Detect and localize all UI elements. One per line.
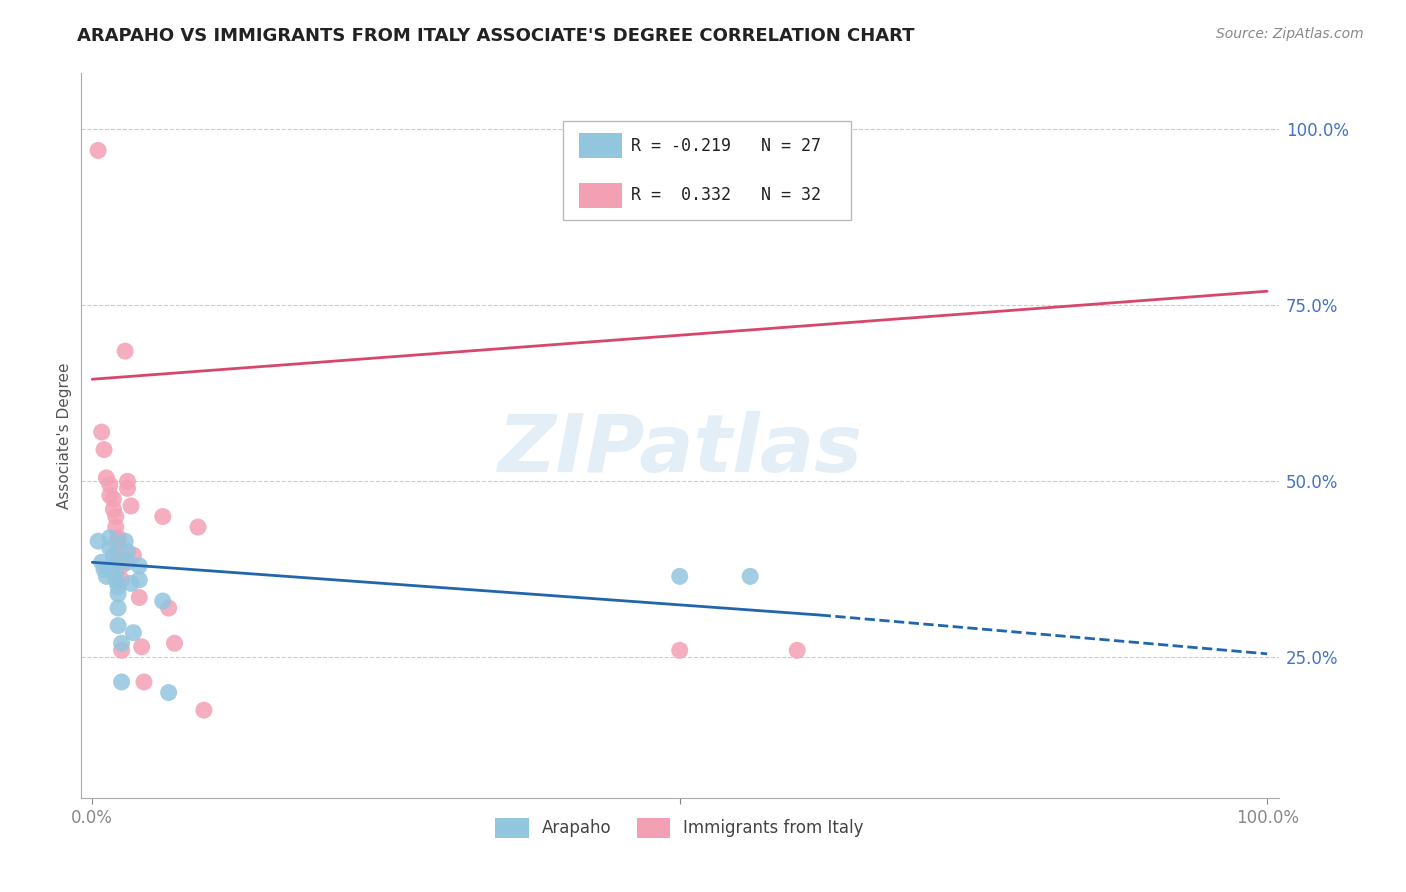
Point	[668, 643, 690, 657]
Point	[131, 640, 153, 654]
Point	[120, 576, 142, 591]
Point	[96, 569, 118, 583]
Point	[107, 551, 129, 566]
Point	[157, 685, 180, 699]
Point	[163, 636, 186, 650]
Point	[104, 509, 127, 524]
Legend: Arapaho, Immigrants from Italy: Arapaho, Immigrants from Italy	[489, 812, 870, 844]
Point	[117, 545, 139, 559]
Point	[152, 594, 174, 608]
Point	[87, 144, 110, 158]
Point	[117, 475, 139, 489]
Point	[103, 548, 125, 562]
Point	[107, 534, 129, 549]
Point	[128, 558, 150, 573]
Point	[740, 569, 762, 583]
Point	[157, 601, 180, 615]
Point	[107, 580, 129, 594]
Point	[107, 587, 129, 601]
Text: R = -0.219   N = 27: R = -0.219 N = 27	[631, 136, 821, 154]
Point	[90, 555, 112, 569]
Point	[786, 643, 808, 657]
Point	[111, 643, 134, 657]
Point	[111, 573, 134, 587]
Point	[96, 471, 118, 485]
Text: ZIPatlas: ZIPatlas	[498, 411, 862, 489]
Point	[103, 502, 125, 516]
Point	[98, 531, 121, 545]
Point	[122, 625, 145, 640]
Point	[104, 520, 127, 534]
Point	[104, 573, 127, 587]
Point	[87, 534, 110, 549]
Point	[111, 558, 134, 573]
Point	[98, 478, 121, 492]
Point	[117, 555, 139, 569]
Point	[107, 531, 129, 545]
Point	[104, 566, 127, 580]
Point	[90, 425, 112, 439]
Point	[128, 573, 150, 587]
Point	[111, 675, 134, 690]
Text: Source: ZipAtlas.com: Source: ZipAtlas.com	[1216, 27, 1364, 41]
Point	[93, 442, 115, 457]
Point	[122, 548, 145, 562]
Point	[132, 675, 155, 690]
Point	[120, 499, 142, 513]
Point	[107, 545, 129, 559]
Point	[103, 558, 125, 573]
Point	[187, 520, 209, 534]
Point	[107, 601, 129, 615]
Point	[668, 569, 690, 583]
Point	[152, 509, 174, 524]
Point	[193, 703, 215, 717]
Point	[114, 534, 136, 549]
Point	[128, 591, 150, 605]
Point	[98, 488, 121, 502]
Point	[103, 491, 125, 506]
Y-axis label: Associate's Degree: Associate's Degree	[58, 362, 72, 508]
Text: ARAPAHO VS IMMIGRANTS FROM ITALY ASSOCIATE'S DEGREE CORRELATION CHART: ARAPAHO VS IMMIGRANTS FROM ITALY ASSOCIA…	[77, 27, 915, 45]
Point	[107, 618, 129, 632]
Text: R =  0.332   N = 32: R = 0.332 N = 32	[631, 186, 821, 204]
Point	[93, 562, 115, 576]
Point	[114, 344, 136, 359]
Point	[98, 541, 121, 556]
Point	[117, 481, 139, 495]
Point	[111, 636, 134, 650]
